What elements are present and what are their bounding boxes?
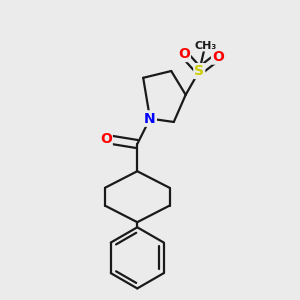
Text: S: S: [194, 64, 204, 78]
Text: N: N: [144, 112, 156, 126]
Text: O: O: [100, 132, 112, 146]
Text: O: O: [212, 50, 224, 64]
Text: CH₃: CH₃: [194, 40, 216, 50]
Text: N: N: [144, 112, 156, 126]
Text: O: O: [178, 47, 190, 61]
